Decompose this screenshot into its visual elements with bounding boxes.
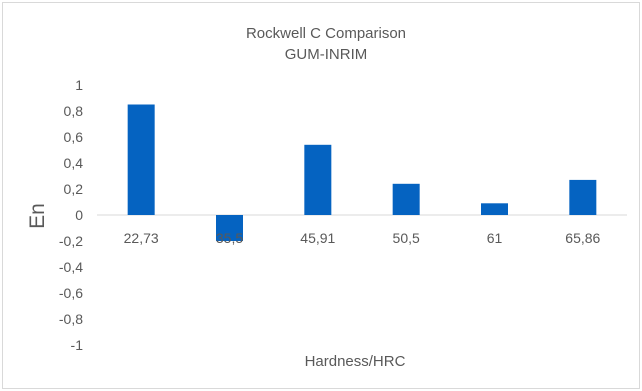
y-tick-label: -0,4 — [59, 259, 83, 275]
y-tick-label: 0 — [75, 207, 83, 223]
y-tick-label: -0,6 — [59, 285, 83, 301]
bar — [216, 215, 243, 241]
y-tick-label: 0,8 — [64, 103, 84, 119]
bar — [569, 179, 597, 215]
y-tick-label: 0,6 — [64, 129, 84, 145]
x-axis-ticks: 22,73 35,5 45,91 50,5 61 65,86 — [124, 230, 601, 246]
x-tick-label: 61 — [487, 230, 503, 246]
y-tick-label: -1 — [71, 337, 84, 353]
y-axis-label: En — [26, 203, 49, 229]
x-tick-label: 50,5 — [393, 230, 420, 246]
chart-title: Rockwell C Comparison — [246, 25, 406, 42]
y-axis-ticks: 1 0,8 0,6 0,4 0,2 0 -0,2 -0,4 -0,6 -0,8 -1 — [59, 77, 83, 353]
y-tick-label: -0,8 — [59, 311, 83, 327]
x-tick-label: 22,73 — [124, 230, 159, 246]
bar — [304, 144, 332, 215]
y-tick-label: 0,2 — [64, 181, 84, 197]
x-tick-label: 45,91 — [300, 230, 335, 246]
bar — [392, 183, 420, 215]
bars-group — [127, 104, 597, 241]
y-tick-label: 1 — [75, 77, 83, 93]
x-tick-label: 65,86 — [565, 230, 600, 246]
chart-subtitle: GUM-INRIM — [285, 46, 368, 63]
y-tick-label: 0,4 — [64, 155, 84, 171]
x-axis-label: Hardness/HRC — [305, 353, 406, 370]
bar — [481, 203, 508, 215]
y-tick-label: -0,2 — [59, 233, 83, 249]
bar — [127, 104, 155, 215]
x-tick-label: 35,5 — [216, 230, 243, 246]
